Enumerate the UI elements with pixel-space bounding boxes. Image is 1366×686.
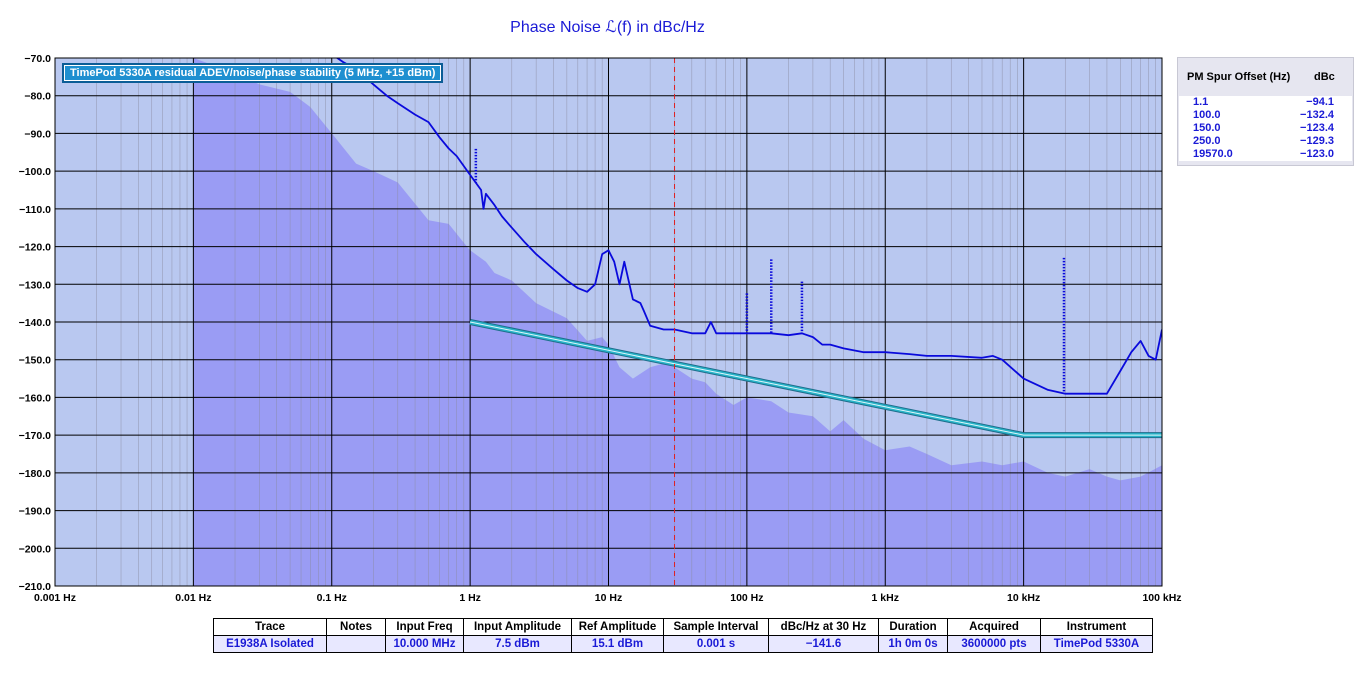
spur-row: 250.0 −129.3 — [1179, 135, 1352, 148]
x-tick-label: 0.001 Hz — [34, 592, 76, 604]
spur-dbc-header: dBc — [1314, 71, 1335, 83]
y-tick-label: −120.0 — [19, 242, 52, 254]
spur-offset-header: PM Spur Offset (Hz) — [1187, 71, 1291, 83]
trace-line — [335, 58, 1162, 395]
value-notes[interactable] — [326, 635, 386, 653]
spur-offset: 19570.0 — [1193, 148, 1233, 160]
spur-row: 100.0 −132.4 — [1179, 109, 1352, 122]
value-input-freq: 10.000 MHz — [385, 635, 464, 653]
info-value-row[interactable]: E1938A Isolated 10.000 MHz 7.5 dBm 15.1 … — [213, 635, 1153, 653]
x-tick-label: 10 Hz — [595, 592, 622, 604]
info-header-row: Trace Notes Input Freq Input Amplitude R… — [213, 618, 1153, 636]
y-tick-label: −210.0 — [19, 581, 52, 593]
x-tick-label: 0.01 Hz — [175, 592, 211, 604]
spur-row: 1.1 −94.1 — [1179, 96, 1352, 109]
value-sample-interval: 0.001 s — [663, 635, 769, 653]
value-instrument: TimePod 5330A — [1040, 635, 1153, 653]
measurement-info-table: Trace Notes Input Freq Input Amplitude R… — [213, 618, 1153, 653]
y-tick-label: −140.0 — [19, 317, 52, 329]
header-instrument: Instrument — [1040, 618, 1153, 636]
y-tick-label: −200.0 — [19, 543, 52, 555]
header-sample-interval: Sample Interval — [663, 618, 769, 636]
spur-offset: 150.0 — [1193, 122, 1221, 134]
x-tick-label: 10 kHz — [1007, 592, 1040, 604]
spur-offset: 250.0 — [1193, 135, 1221, 147]
reference-trace-legend[interactable]: TimePod 5330A residual ADEV/noise/phase … — [62, 63, 444, 83]
chart-title: Phase Noise ℒ(f) in dBc/Hz — [510, 19, 705, 36]
value-duration: 1h 0m 0s — [878, 635, 948, 653]
y-tick-label: −180.0 — [19, 468, 52, 480]
y-tick-label: −150.0 — [19, 355, 52, 367]
value-acquired: 3600000 pts — [947, 635, 1041, 653]
y-tick-label: −160.0 — [19, 392, 52, 404]
plot-content — [55, 58, 1162, 586]
noise-floor-area — [193, 58, 1162, 586]
y-tick-label: −90.0 — [24, 128, 51, 140]
spur-offset: 100.0 — [1193, 109, 1221, 121]
y-tick-label: −130.0 — [19, 279, 52, 291]
spur-dbc: −123.0 — [1300, 148, 1334, 160]
y-tick-label: −170.0 — [19, 430, 52, 442]
x-tick-label: 1 kHz — [872, 592, 899, 604]
header-duration: Duration — [878, 618, 948, 636]
y-tick-label: −190.0 — [19, 506, 52, 518]
y-tick-label: −110.0 — [19, 204, 51, 216]
spur-row: 19570.0 −123.0 — [1179, 148, 1352, 161]
header-trace: Trace — [213, 618, 327, 636]
y-tick-label: −100.0 — [19, 166, 52, 178]
header-dbc-at-30hz: dBc/Hz at 30 Hz — [768, 618, 879, 636]
plot-frame — [54, 57, 1163, 587]
x-tick-label: 100 Hz — [730, 592, 763, 604]
spur-dbc: −129.3 — [1300, 135, 1334, 147]
header-notes: Notes — [326, 618, 386, 636]
value-trace[interactable]: E1938A Isolated — [213, 635, 327, 653]
mask-band-highlight — [469, 321, 1162, 436]
y-tick-label: −80.0 — [24, 91, 51, 103]
spur-dbc: −132.4 — [1300, 109, 1334, 121]
spur-offset: 1.1 — [1193, 96, 1209, 108]
spur-rows: 1.1 −94.1 100.0 −132.4 150.0 −123.4 250.0 −1… — [1179, 96, 1352, 161]
spur-dbc: −94.1 — [1306, 96, 1334, 108]
x-tick-label: 1 Hz — [459, 592, 481, 604]
x-tick-label: 0.1 Hz — [317, 592, 347, 604]
header-acquired: Acquired — [947, 618, 1041, 636]
header-input-freq: Input Freq — [385, 618, 464, 636]
spur-dbc: −123.4 — [1300, 122, 1334, 134]
header-input-amplitude: Input Amplitude — [463, 618, 572, 636]
header-ref-amplitude: Ref Amplitude — [571, 618, 664, 636]
value-ref-amplitude: 15.1 dBm — [571, 635, 664, 653]
y-tick-label: −70.0 — [24, 53, 51, 65]
spur-row: 150.0 −123.4 — [1179, 122, 1352, 135]
spur-table-panel: PM Spur Offset (Hz) dBc 1.1 −94.1 100.0 −1… — [1177, 57, 1354, 166]
value-dbc-at-30hz: −141.6 — [768, 635, 879, 653]
value-input-amplitude: 7.5 dBm — [463, 635, 572, 653]
x-tick-label: 100 kHz — [1142, 592, 1181, 604]
